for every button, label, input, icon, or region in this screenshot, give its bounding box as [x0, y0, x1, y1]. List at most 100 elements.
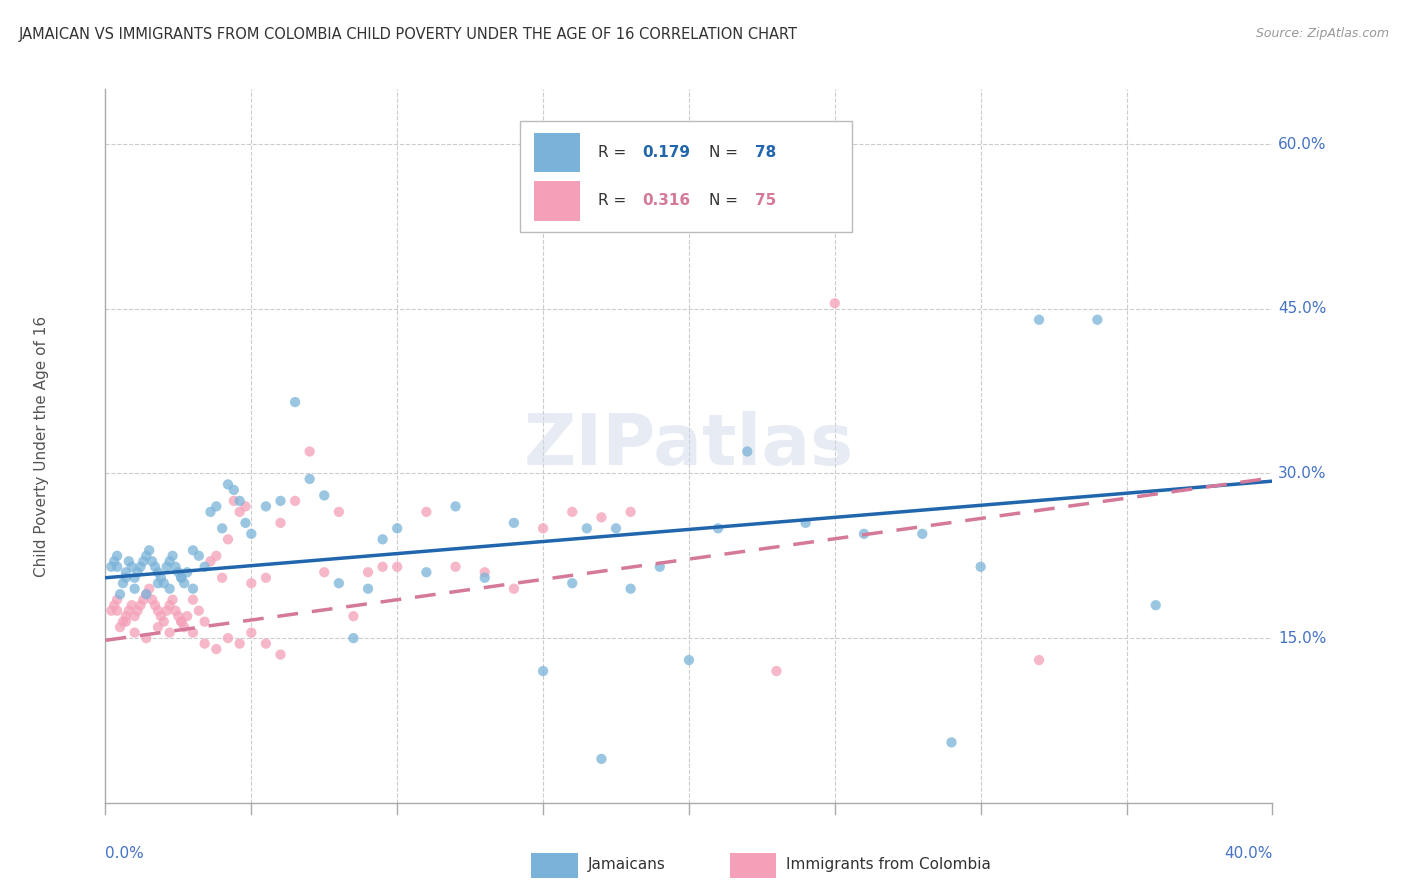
Point — [591, 510, 613, 524]
Point — [135, 587, 157, 601]
Point — [217, 477, 239, 491]
Point — [824, 296, 846, 310]
Point — [194, 637, 217, 651]
Point — [170, 615, 193, 629]
Point — [240, 625, 263, 640]
Point — [103, 598, 125, 612]
Text: 15.0%: 15.0% — [1278, 631, 1327, 646]
Point — [254, 571, 277, 585]
Text: Immigrants from Colombia: Immigrants from Colombia — [786, 857, 991, 872]
Point — [170, 571, 193, 585]
Point — [575, 521, 598, 535]
Point — [156, 604, 179, 618]
Point — [619, 582, 641, 596]
Point — [100, 559, 122, 574]
Point — [124, 571, 146, 585]
Point — [211, 521, 233, 535]
Point — [298, 444, 321, 458]
Text: ZIPatlas: ZIPatlas — [524, 411, 853, 481]
Point — [328, 505, 350, 519]
Point — [371, 533, 394, 547]
Point — [969, 559, 991, 574]
Text: Jamaicans: Jamaicans — [588, 857, 665, 872]
Point — [149, 609, 172, 624]
Point — [357, 566, 380, 580]
Point — [205, 500, 228, 514]
Point — [132, 554, 155, 568]
Point — [205, 642, 228, 657]
Point — [1085, 312, 1108, 326]
Point — [200, 505, 222, 519]
Point — [240, 526, 263, 541]
Point — [1144, 598, 1167, 612]
Text: Child Poverty Under the Age of 16: Child Poverty Under the Age of 16 — [34, 316, 49, 576]
Text: 30.0%: 30.0% — [1278, 466, 1327, 481]
Point — [502, 516, 524, 530]
Point — [118, 604, 141, 618]
Text: Source: ZipAtlas.com: Source: ZipAtlas.com — [1256, 27, 1389, 40]
Point — [222, 494, 245, 508]
Point — [141, 592, 163, 607]
Text: N =: N = — [709, 194, 742, 209]
Point — [444, 500, 467, 514]
Point — [165, 604, 187, 618]
Point — [146, 604, 169, 618]
Point — [228, 494, 250, 508]
Point — [143, 598, 166, 612]
Point — [170, 615, 193, 629]
Point — [852, 526, 875, 541]
Point — [124, 609, 146, 624]
Point — [156, 559, 179, 574]
Point — [385, 521, 408, 535]
Point — [138, 543, 160, 558]
Text: 75: 75 — [755, 194, 776, 209]
Point — [162, 549, 184, 563]
Point — [149, 571, 172, 585]
Point — [194, 615, 217, 629]
Point — [167, 609, 190, 624]
Point — [502, 582, 524, 596]
Point — [121, 559, 143, 574]
FancyBboxPatch shape — [520, 121, 852, 232]
Point — [159, 625, 181, 640]
Point — [205, 549, 228, 563]
Point — [314, 488, 336, 502]
Point — [228, 505, 250, 519]
Point — [159, 598, 181, 612]
Point — [415, 566, 437, 580]
Point — [138, 582, 160, 596]
Point — [911, 526, 934, 541]
Point — [211, 571, 233, 585]
Point — [143, 559, 166, 574]
Point — [941, 735, 963, 749]
Text: 0.179: 0.179 — [643, 145, 690, 160]
Point — [235, 500, 257, 514]
Point — [357, 582, 380, 596]
Point — [181, 592, 204, 607]
Point — [111, 576, 134, 591]
Point — [187, 549, 209, 563]
Point — [794, 516, 817, 530]
FancyBboxPatch shape — [730, 853, 776, 878]
Point — [129, 559, 152, 574]
Point — [115, 571, 138, 585]
Point — [115, 615, 138, 629]
Point — [121, 598, 143, 612]
Point — [707, 521, 730, 535]
Point — [314, 566, 336, 580]
Point — [298, 472, 321, 486]
Point — [181, 543, 204, 558]
Point — [105, 604, 128, 618]
Point — [415, 505, 437, 519]
Point — [1028, 653, 1050, 667]
Point — [222, 483, 245, 497]
Point — [108, 587, 131, 601]
Point — [217, 533, 239, 547]
Point — [105, 559, 128, 574]
Text: 0.0%: 0.0% — [105, 846, 145, 861]
Point — [1028, 312, 1050, 326]
Point — [235, 516, 257, 530]
Point — [269, 648, 292, 662]
Point — [194, 559, 217, 574]
Point — [678, 653, 700, 667]
